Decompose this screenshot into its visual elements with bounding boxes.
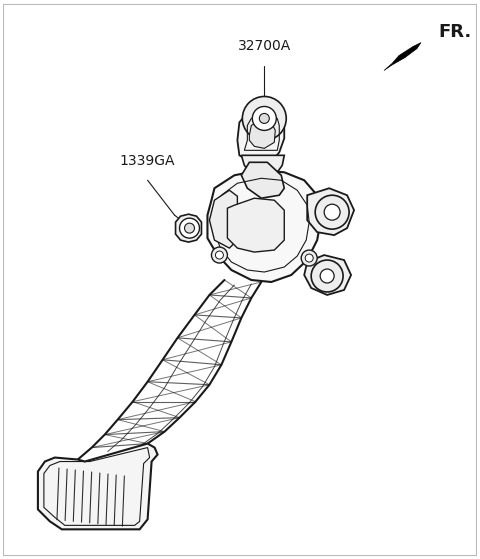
Polygon shape bbox=[228, 198, 284, 252]
Circle shape bbox=[216, 251, 223, 259]
Circle shape bbox=[242, 97, 286, 140]
Circle shape bbox=[320, 269, 334, 283]
Polygon shape bbox=[241, 162, 284, 198]
Text: FR.: FR. bbox=[439, 23, 472, 41]
Text: 32700A: 32700A bbox=[238, 39, 291, 53]
Polygon shape bbox=[38, 444, 157, 529]
Circle shape bbox=[315, 195, 349, 229]
Polygon shape bbox=[238, 108, 284, 162]
Circle shape bbox=[212, 247, 228, 263]
Polygon shape bbox=[304, 255, 351, 295]
Polygon shape bbox=[249, 120, 276, 148]
Circle shape bbox=[301, 250, 317, 266]
Polygon shape bbox=[307, 188, 354, 235]
Circle shape bbox=[180, 218, 200, 238]
Circle shape bbox=[184, 223, 194, 233]
Circle shape bbox=[324, 204, 340, 220]
Circle shape bbox=[259, 113, 269, 124]
Polygon shape bbox=[241, 155, 284, 176]
Polygon shape bbox=[209, 190, 238, 248]
Circle shape bbox=[305, 254, 313, 262]
Polygon shape bbox=[207, 170, 321, 282]
Circle shape bbox=[311, 260, 343, 292]
Polygon shape bbox=[176, 214, 202, 242]
Circle shape bbox=[252, 106, 276, 130]
Polygon shape bbox=[384, 42, 421, 70]
Text: 1339GA: 1339GA bbox=[120, 154, 175, 168]
